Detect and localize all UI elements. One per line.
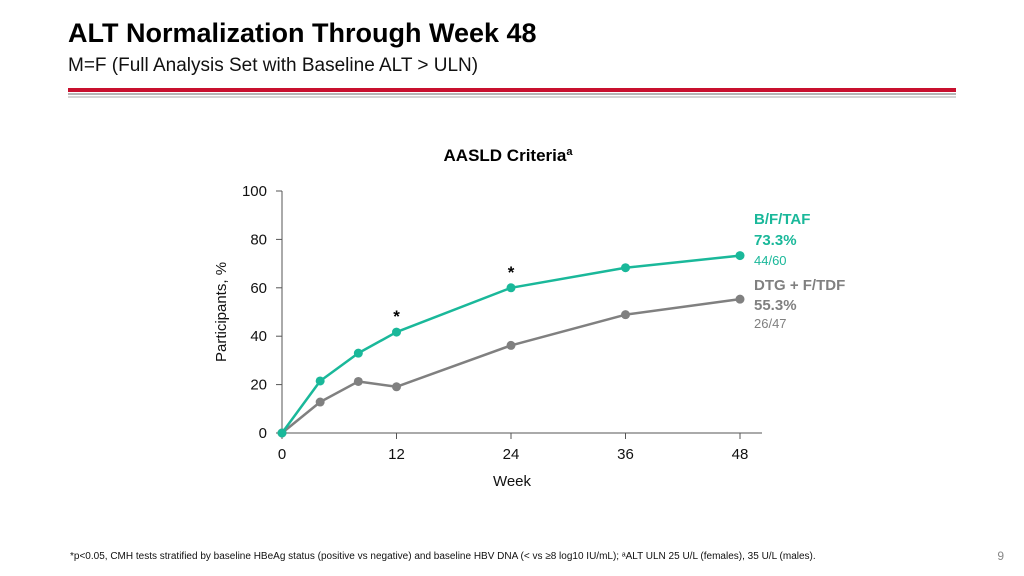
series-layer bbox=[277, 251, 745, 438]
y-tick-label: 0 bbox=[259, 425, 267, 442]
header-rule-red bbox=[68, 88, 956, 92]
x-tick-label: 12 bbox=[388, 446, 405, 463]
series-labels: B/F/TAF 73.3% 44/60 DTG + F/TDF 55.3% 26/47 bbox=[754, 211, 845, 331]
chart-title: AASLD Criteriaa bbox=[444, 146, 574, 165]
series-label-name: B/F/TAF bbox=[754, 211, 810, 228]
data-point bbox=[621, 263, 630, 273]
y-tick-label: 100 bbox=[242, 183, 267, 200]
data-point bbox=[353, 376, 363, 386]
y-tick-label: 80 bbox=[250, 231, 267, 248]
header-rule-gray bbox=[68, 93, 956, 95]
series-label-count: 26/47 bbox=[754, 316, 787, 331]
y-tick-label: 60 bbox=[250, 280, 267, 297]
page-number: 9 bbox=[997, 549, 1004, 563]
series-line-2 bbox=[281, 297, 741, 434]
y-tick-label: 40 bbox=[250, 328, 267, 345]
annotation-layer: ** bbox=[393, 263, 515, 326]
y-axis-label: Participants, % bbox=[213, 262, 230, 362]
data-point bbox=[353, 348, 363, 358]
x-axis-label: Week bbox=[493, 473, 532, 490]
chart-title-text: AASLD Criteria bbox=[444, 146, 567, 165]
x-tick-label: 36 bbox=[617, 446, 634, 463]
y-tick-label: 20 bbox=[250, 377, 267, 394]
data-point bbox=[315, 397, 325, 407]
x-tick-label: 0 bbox=[278, 446, 286, 463]
series-label-name: DTG + F/TDF bbox=[754, 277, 845, 294]
page-title: ALT Normalization Through Week 48 bbox=[68, 18, 537, 48]
significance-marker: * bbox=[508, 263, 515, 282]
series-label-percent: 73.3% bbox=[754, 232, 797, 249]
data-point bbox=[506, 340, 516, 350]
data-point bbox=[621, 310, 630, 320]
header-rule-gray-light bbox=[68, 96, 956, 98]
data-point bbox=[277, 428, 287, 438]
x-tick-label: 48 bbox=[732, 446, 749, 463]
data-point bbox=[735, 251, 745, 261]
chart-title-superscript: a bbox=[566, 146, 573, 158]
series-label-percent: 55.3% bbox=[754, 297, 797, 314]
data-point bbox=[392, 382, 401, 392]
data-point bbox=[735, 294, 745, 304]
x-axis: 0 12 24 36 48 bbox=[278, 432, 762, 463]
y-axis: 0 20 40 60 80 100 bbox=[242, 183, 283, 442]
data-point bbox=[315, 376, 325, 386]
x-tick-label: 24 bbox=[503, 446, 520, 463]
page-subtitle: M=F (Full Analysis Set with Baseline ALT… bbox=[68, 55, 479, 76]
significance-marker: * bbox=[393, 307, 400, 326]
data-point bbox=[506, 283, 516, 293]
data-point bbox=[392, 327, 401, 337]
footnote: *p<0.05, CMH tests stratified by baselin… bbox=[70, 551, 816, 562]
series-label-count: 44/60 bbox=[754, 253, 787, 268]
